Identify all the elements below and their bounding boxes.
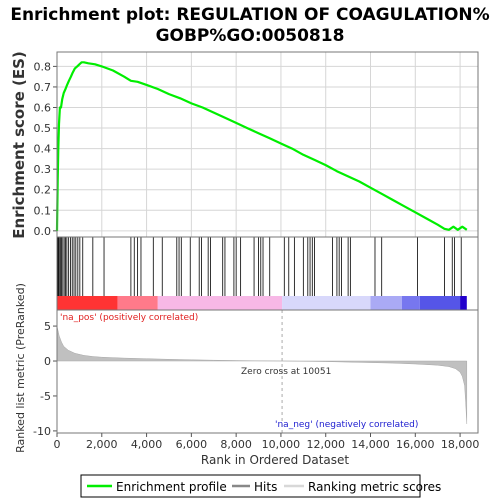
chart-title-line-2: GOBP%GO:0050818 <box>156 26 345 46</box>
heat-bar-band <box>57 296 118 310</box>
ranked-metric-y-tick-label: 0 <box>44 355 51 368</box>
ranked-metric-y-ticks: -10 -5 0 5 <box>33 320 57 438</box>
positive-correlation-annotation: 'na_pos' (positively correlated) <box>60 313 198 323</box>
es-gridlines <box>56 52 478 237</box>
heat-bar-band <box>460 296 467 310</box>
x-tick-label: 18,000 <box>441 438 480 451</box>
es-y-tick-label: 0.3 <box>34 163 52 176</box>
x-tick-label: 4,000 <box>131 438 163 451</box>
zero-cross-annotation: Zero cross at 10051 <box>241 367 331 377</box>
ranked-metric-plot-area <box>57 310 478 433</box>
es-y-tick-label: 0.0 <box>34 225 52 238</box>
heat-bar-band <box>401 296 420 310</box>
es-panel: 0.0 0.1 0.2 0.3 0.4 0.5 0.6 0.7 0.8 <box>34 51 479 238</box>
heat-bar-band <box>282 296 371 310</box>
es-y-tick-label: 0.8 <box>34 60 52 73</box>
ranked-metric-axis-label: Ranked list metric (PreRanked) <box>14 283 27 453</box>
legend-hits-label: Hits <box>254 480 277 494</box>
ranked-metric-y-tick-label: -10 <box>33 425 51 438</box>
ranked-metric-plot-frame <box>56 309 479 434</box>
es-y-tick-label: 0.1 <box>34 204 52 217</box>
x-axis: 0 2,000 4,000 6,000 8,000 10,000 12,000 14,000 1… <box>54 433 480 451</box>
negative-correlation-annotation: 'na_neg' (negatively correlated) <box>275 420 418 430</box>
x-tick-label: 10,000 <box>262 438 301 451</box>
legend-enrichment-label: Enrichment profile <box>116 480 227 494</box>
es-y-tick-label: 0.5 <box>34 122 52 135</box>
x-tick-label: 12,000 <box>306 438 345 451</box>
heat-bar-band <box>117 296 158 310</box>
x-tick-label: 0 <box>54 438 61 451</box>
x-tick-label: 16,000 <box>396 438 435 451</box>
es-y-tick-label: 0.2 <box>34 184 52 197</box>
ranking-heat-bar <box>57 296 467 310</box>
ranked-metric-y-tick-label: -5 <box>40 390 51 403</box>
legend-ranking-label: Ranking metric scores <box>308 480 441 494</box>
es-axis-label: Enrichment score (ES) <box>10 51 28 239</box>
es-plot-area <box>57 52 478 237</box>
es-y-tick-label: 0.4 <box>34 143 52 156</box>
es-y-tick-label: 0.7 <box>34 81 52 94</box>
chart-title-line-1: Enrichment plot: REGULATION OF COAGULATI… <box>10 5 489 25</box>
legend: Enrichment profile Hits Ranking metric s… <box>80 474 441 498</box>
ranked-metric-y-tick-label: 5 <box>44 320 51 333</box>
heat-bar-band <box>419 296 461 310</box>
es-y-tick-label: 0.6 <box>34 102 52 115</box>
x-tick-label: 14,000 <box>351 438 390 451</box>
ranked-metric-area <box>56 326 468 424</box>
heat-bar-band <box>157 296 283 310</box>
x-tick-label: 6,000 <box>176 438 208 451</box>
heat-bar-band <box>370 296 402 310</box>
ranked-metric-panel: -10 -5 0 5 'na_pos' (positively correlated)… <box>33 309 479 438</box>
legend-box <box>80 474 421 498</box>
x-tick-label: 8,000 <box>220 438 252 451</box>
x-tick-label: 2,000 <box>86 438 118 451</box>
hits-panel <box>56 236 479 311</box>
es-y-ticks: 0.0 0.1 0.2 0.3 0.4 0.5 0.6 0.7 0.8 <box>34 60 57 238</box>
x-axis-label: Rank in Ordered Dataset <box>201 453 349 467</box>
enrichment-profile-line <box>55 61 468 231</box>
hit-lines <box>57 237 462 296</box>
